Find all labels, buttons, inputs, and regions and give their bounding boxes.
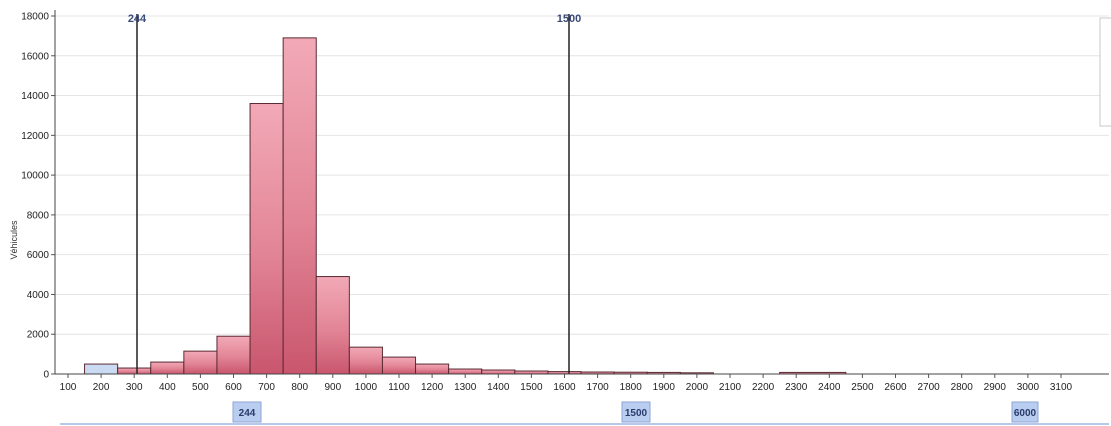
y-tick-label: 6000: [27, 250, 50, 261]
marker-top-label: 1500: [557, 13, 581, 25]
x-tick-label: 1700: [586, 382, 609, 393]
x-tick-label: 2000: [686, 382, 709, 393]
x-tick-label: 2900: [984, 382, 1007, 393]
x-tick-label: 500: [192, 382, 209, 393]
y-tick-label: 2000: [27, 330, 50, 341]
x-tick-label: 1500: [520, 382, 543, 393]
histogram-bar: [84, 363, 119, 375]
x-tick-label: 400: [159, 382, 176, 393]
x-tick-label: 1000: [355, 382, 378, 393]
histogram-bar: [381, 356, 417, 375]
y-tick-label: 16000: [21, 51, 49, 62]
y-tick-label: 4000: [27, 290, 50, 301]
x-tick-label: 600: [225, 382, 242, 393]
x-tick-label: 700: [258, 382, 275, 393]
x-tick-label: 2400: [818, 382, 841, 393]
y-tick-label: 12000: [21, 131, 49, 142]
x-tick-label: 2100: [719, 382, 742, 393]
histogram-bar: [117, 367, 152, 375]
axes: 0 2000 4000 6000 8000 10000 12000 14000 16000 180…: [21, 10, 1111, 425]
x-tick-label: 1400: [487, 382, 510, 393]
x-tick-label: 1100: [388, 382, 410, 393]
x-tick-label: 2300: [785, 382, 808, 393]
x-tick-label: 900: [324, 382, 341, 393]
x-tick-label: 2200: [752, 382, 775, 393]
marker-top-label: 244: [128, 13, 147, 25]
y-tick-label: 18000: [21, 12, 49, 23]
x-tick-label: 1800: [620, 382, 643, 393]
y-tick-label: 8000: [27, 210, 50, 221]
y-tick-label: 10000: [21, 171, 49, 182]
histogram-bar: [448, 368, 483, 375]
x-tick-label: 2700: [917, 382, 940, 393]
range-bottom-badge: [1011, 401, 1039, 423]
histogram-bar: [249, 103, 284, 375]
histogram-bar: [150, 361, 185, 375]
histogram-bar: [216, 335, 251, 375]
histogram-bar: [415, 363, 450, 375]
x-tick-label: 1200: [421, 382, 444, 393]
legend-box: [1099, 17, 1111, 127]
bars: [84, 37, 847, 375]
histogram-bar: [183, 350, 218, 375]
marker-bottom-badge: [232, 401, 262, 423]
histogram-bar: [481, 369, 516, 375]
grid: [55, 15, 1109, 375]
markers: 244 1500 244 1500 6000: [128, 13, 1039, 423]
y-tick-label: 14000: [21, 91, 49, 102]
x-tick-label: 3100: [1050, 382, 1073, 393]
y-axis-label: Véhicules: [9, 220, 19, 260]
x-tick-label: 1300: [454, 382, 477, 393]
x-tick-label: 800: [291, 382, 308, 393]
y-tick-label: 0: [43, 370, 49, 381]
x-tick-label: 1900: [653, 382, 676, 393]
range-bottom-badge-text: 6000: [1014, 408, 1037, 419]
x-tick-label: 200: [93, 382, 110, 393]
x-tick-label: 100: [60, 382, 77, 393]
x-tick-label: 3000: [1017, 382, 1040, 393]
histogram-bar: [348, 346, 383, 375]
histogram-bar: [315, 276, 350, 375]
x-tick-label: 300: [126, 382, 143, 393]
histogram-bar: [282, 37, 317, 375]
marker-bottom-badge-text: 1500: [625, 408, 648, 419]
marker-bottom-badge: [621, 401, 651, 423]
marker-bottom-badge-text: 244: [239, 408, 256, 419]
x-tick-label: 2600: [884, 382, 907, 393]
x-tick-label: 1600: [553, 382, 576, 393]
x-tick-label: 2800: [951, 382, 974, 393]
x-tick-label: 2500: [851, 382, 874, 393]
